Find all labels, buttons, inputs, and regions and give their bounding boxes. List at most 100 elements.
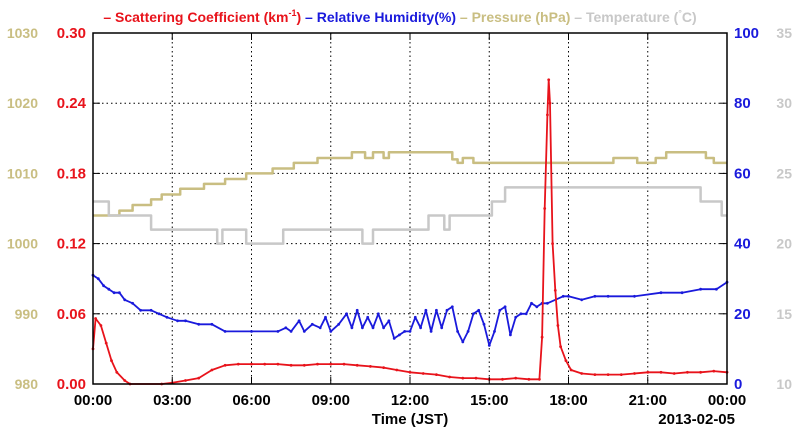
humidity-data-point [514, 315, 518, 319]
humidity-data-point [223, 330, 227, 333]
humidity-data-point [366, 315, 370, 319]
humidity-tick-label: 100 [734, 25, 759, 42]
humidity-data-point [487, 344, 491, 347]
scattering-data-point [712, 369, 716, 373]
humidity-data-point [324, 315, 327, 319]
humidity-tick-label: 0 [734, 376, 742, 393]
legend-superscript: ° [678, 8, 682, 18]
scattering-data-point [104, 341, 108, 345]
humidity-data-point [567, 294, 570, 298]
scattering-data-point [197, 376, 201, 380]
humidity-data-point [387, 319, 391, 323]
scattering-data-point [123, 379, 127, 382]
scattering-data-point [250, 362, 253, 366]
humidity-data-point [435, 308, 438, 312]
temperature-tick-label: 10 [776, 376, 792, 392]
humidity-data-point [184, 319, 187, 323]
humidity-data-point [524, 312, 528, 316]
scattering-data-point [276, 362, 280, 366]
humidity-data-point [699, 287, 702, 291]
scattering-data-point [606, 373, 610, 376]
humidity-data-point [284, 326, 288, 330]
humidity-data-point [680, 291, 684, 295]
scattering-data-point [501, 377, 504, 381]
humidity-data-point [371, 326, 375, 330]
scattering-data-point [540, 335, 544, 339]
humidity-data-point [289, 330, 293, 333]
scattering-data-point [553, 289, 557, 292]
scattering-data-point [593, 373, 597, 376]
scattering-tick-label: 0.30 [57, 25, 86, 42]
scattering-tick-label: 0.12 [57, 236, 86, 253]
scattering-data-point [672, 372, 676, 375]
scattering-data-point [646, 370, 650, 374]
humidity-data-point [197, 322, 201, 326]
scattering-data-point [580, 372, 584, 375]
scattering-data-point [559, 345, 562, 348]
humidity-data-point [633, 294, 636, 298]
scattering-data-point [302, 363, 306, 367]
humidity-data-point [149, 308, 153, 312]
pressure-series-line [93, 151, 727, 217]
humidity-data-point [157, 312, 161, 316]
humidity-data-point [659, 291, 663, 295]
scattering-tick-label: 0.18 [57, 165, 86, 182]
temperature-tick-label: 30 [776, 95, 792, 111]
scattering-data-point [210, 368, 214, 372]
pressure-tick-label: 990 [15, 306, 39, 322]
scattering-data-point [548, 101, 552, 105]
humidity-data-point [593, 294, 597, 298]
x-tick-label: 00:00 [708, 392, 746, 409]
humidity-data-point [302, 330, 306, 333]
humidity-data-point [456, 330, 459, 333]
humidity-data-point [210, 322, 214, 326]
legend-entry: – Scattering Coefficient (km [103, 9, 288, 25]
date-label: 2013-02-05 [658, 411, 735, 428]
humidity-data-point [131, 301, 135, 305]
scattering-data-point [564, 359, 568, 362]
scattering-data-point [546, 113, 549, 117]
pressure-tick-label: 1030 [7, 25, 38, 41]
humidity-data-point [477, 308, 481, 312]
humidity-data-point [408, 330, 412, 333]
temperature-tick-label: 20 [776, 236, 792, 252]
humidity-data-point [112, 291, 116, 295]
scattering-data-point [316, 362, 319, 366]
x-tick-label: 21:00 [629, 392, 667, 409]
humidity-data-point [398, 333, 401, 337]
humidity-data-point [96, 277, 100, 281]
humidity-data-point [345, 312, 348, 316]
scattering-data-point [551, 242, 554, 246]
scattering-data-point [699, 370, 702, 374]
scattering-data-point [355, 363, 359, 367]
scattering-data-point [435, 373, 438, 376]
scattering-data-point [223, 363, 227, 367]
x-tick-label: 15:00 [470, 392, 508, 409]
humidity-data-point [350, 326, 354, 330]
humidity-data-point [546, 301, 549, 305]
scattering-data-point [184, 379, 187, 382]
humidity-data-point [606, 294, 610, 298]
scattering-data-point [329, 362, 333, 366]
scattering-data-point [395, 368, 399, 372]
scattering-data-point [408, 370, 412, 374]
scattering-data-point [686, 370, 689, 374]
scattering-data-point [556, 324, 560, 327]
legend-tail: C) [682, 9, 697, 25]
humidity-data-point [176, 319, 179, 323]
x-tick-label: 06:00 [232, 392, 270, 409]
humidity-data-point [392, 337, 396, 340]
scattering-data-point [659, 370, 663, 374]
humidity-data-point [123, 298, 127, 302]
humidity-data-point [413, 315, 417, 319]
scattering-data-point [448, 375, 451, 379]
humidity-data-point [445, 308, 449, 312]
humidity-data-point [440, 326, 444, 330]
temperature-tick-label: 35 [776, 25, 792, 41]
humidity-data-point [450, 305, 454, 309]
legend-entry: – Pressure (hPa) [456, 9, 570, 25]
humidity-data-point [118, 291, 121, 295]
scattering-tick-label: 0.06 [57, 306, 86, 323]
legend: – Scattering Coefficient (km-1) – Relati… [103, 8, 696, 25]
